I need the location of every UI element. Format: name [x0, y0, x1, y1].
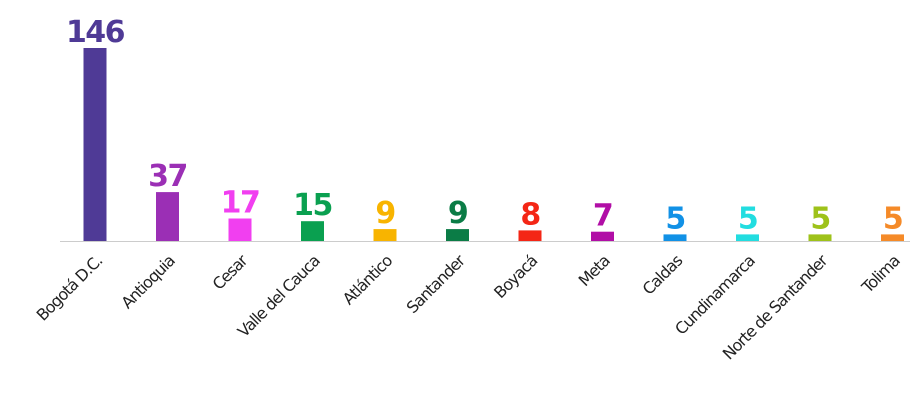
value-label-5: 9: [448, 196, 467, 231]
category-label-0: Bogotá D.C.: [33, 251, 106, 324]
bar-0: [83, 48, 107, 241]
value-label-7: 7: [593, 199, 612, 234]
value-label-0: 146: [66, 15, 125, 50]
bar-6: [518, 230, 542, 241]
category-label-8: Caldas: [639, 251, 687, 299]
bar-7: [591, 231, 614, 241]
category-label-5: Santander: [403, 250, 470, 317]
bar-11: [881, 234, 904, 241]
bar-1: [156, 192, 179, 241]
value-label-1: 37: [148, 159, 187, 194]
bar-3: [301, 221, 324, 241]
category-label-2: Cesar: [209, 250, 252, 293]
value-label-2: 17: [221, 186, 260, 221]
value-label-9: 5: [738, 201, 757, 236]
bar-5: [446, 229, 469, 241]
value-label-10: 5: [810, 201, 829, 236]
bar-9: [736, 234, 759, 241]
bar-8: [663, 234, 687, 241]
category-label-1: Antioquia: [117, 251, 178, 312]
category-label-6: Boyacá: [490, 251, 541, 302]
category-label-11: Tolima: [857, 251, 903, 297]
value-label-6: 8: [520, 197, 540, 232]
bar-2: [228, 218, 252, 241]
value-label-11: 5: [883, 201, 902, 236]
value-label-3: 15: [293, 188, 332, 223]
value-label-8: 5: [665, 201, 684, 236]
category-label-7: Meta: [575, 251, 614, 290]
category-label-4: Atlántico: [339, 251, 396, 308]
value-label-4: 9: [375, 196, 394, 231]
bar-10: [808, 234, 832, 241]
bar-4: [373, 229, 397, 241]
